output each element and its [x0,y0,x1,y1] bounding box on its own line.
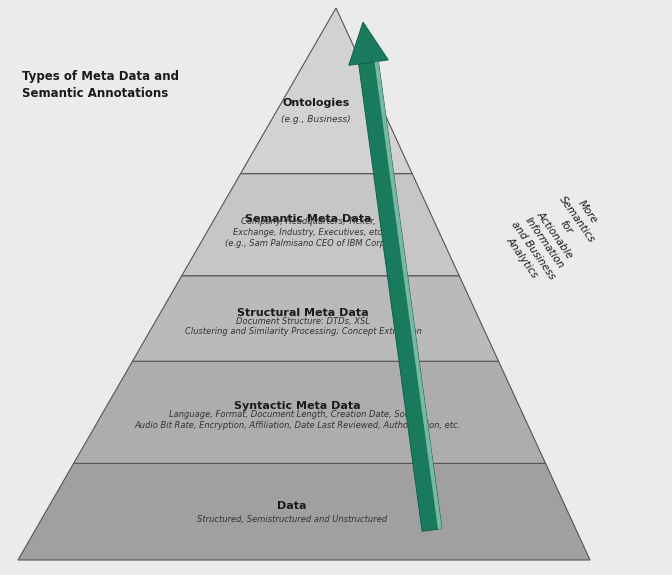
Polygon shape [132,276,499,361]
Polygon shape [374,62,442,529]
Text: Company, Headquarters, Ticker,
Exchange, Industry, Executives, etc.
(e.g., Sam P: Company, Headquarters, Ticker, Exchange,… [225,217,391,248]
Polygon shape [241,8,412,174]
Text: Structured, Semistructured and Unstructured: Structured, Semistructured and Unstructu… [197,515,387,524]
Text: Data: Data [277,501,306,511]
Text: Structural Meta Data: Structural Meta Data [237,308,369,317]
Text: More
Semantics
for
Actionable
Information
and Business
Analytics: More Semantics for Actionable Informatio… [499,181,612,289]
Text: (e.g., Business): (e.g., Business) [282,115,351,124]
Polygon shape [74,361,546,463]
Text: Syntactic Meta Data: Syntactic Meta Data [235,401,361,411]
Text: Types of Meta Data and
Semantic Annotations: Types of Meta Data and Semantic Annotati… [22,70,179,100]
Polygon shape [181,174,459,276]
Text: Semantic Meta Data: Semantic Meta Data [245,214,372,224]
Polygon shape [18,463,590,560]
Polygon shape [349,22,388,66]
Text: Document Structure: DTDs, XSL
Clustering and Similarity Processing; Concept Extr: Document Structure: DTDs, XSL Clustering… [185,317,421,336]
Text: Ontologies: Ontologies [282,98,350,108]
Text: Language, Format, Document Length, Creation Date, Source,
Audio Bit Rate, Encryp: Language, Format, Document Length, Creat… [134,411,461,430]
Polygon shape [359,62,442,531]
